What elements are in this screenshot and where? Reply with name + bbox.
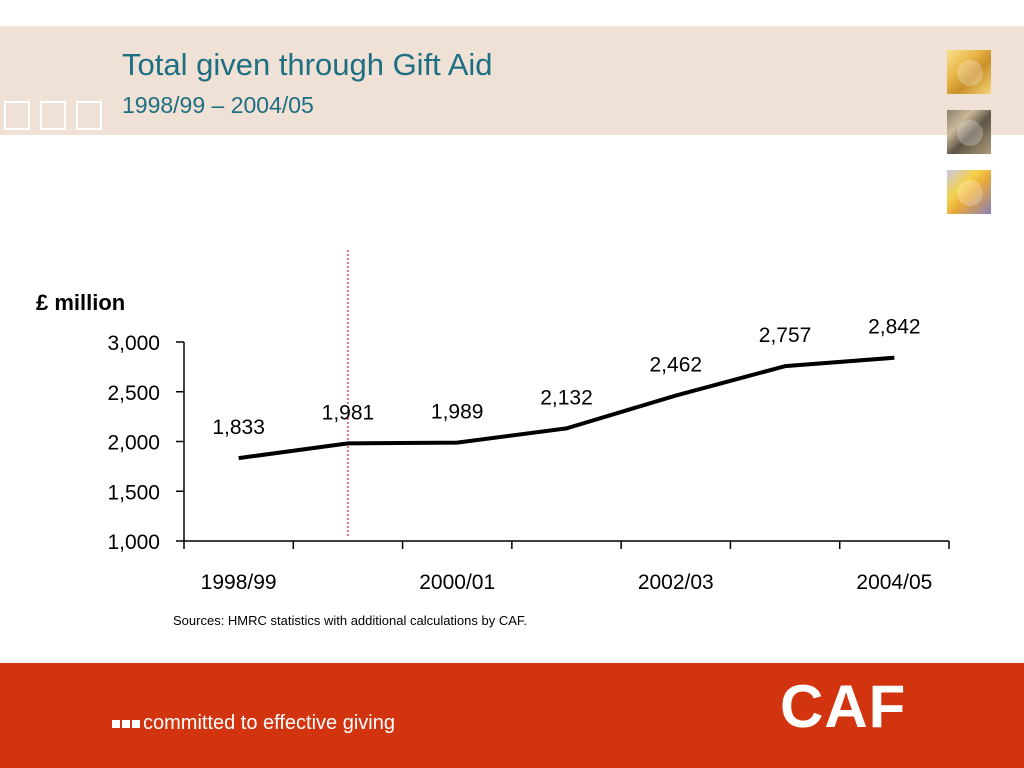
data-label: 2,757 xyxy=(759,324,812,347)
deco-square xyxy=(76,101,102,130)
source-note: Sources: HMRC statistics with additional… xyxy=(173,613,528,628)
photo-thumbnail-3 xyxy=(947,170,991,214)
header-band xyxy=(0,26,1024,135)
data-label: 1,981 xyxy=(322,401,375,424)
y-tick-label: 2,500 xyxy=(107,382,160,405)
x-tick-label: 1998/99 xyxy=(201,571,277,594)
data-label: 2,842 xyxy=(868,316,921,339)
x-tick-label: 2002/03 xyxy=(638,571,714,594)
line-chart: 1,000 1,500 2,000 2,500 3,000 1998/99 2000/01 2… xyxy=(107,250,950,594)
tagline: committed to effective giving xyxy=(112,712,395,735)
y-tick-label: 3,000 xyxy=(107,332,160,355)
caf-logo: CAF xyxy=(780,673,907,740)
y-tick-label: 2,000 xyxy=(107,432,160,455)
y-tick-label: 1,000 xyxy=(107,531,160,554)
data-label: 2,462 xyxy=(650,354,703,377)
tagline-text: committed to effective giving xyxy=(143,712,395,734)
tagline-squares xyxy=(112,719,140,728)
x-tick-label: 2000/01 xyxy=(419,571,495,594)
deco-square xyxy=(4,101,30,130)
photo-thumbnail-2 xyxy=(947,110,991,154)
y-axis-unit-label: £ million xyxy=(36,290,126,315)
data-label: 1,833 xyxy=(212,416,265,439)
data-label: 2,132 xyxy=(540,386,593,409)
x-tick-label: 2004/05 xyxy=(856,571,932,594)
deco-square xyxy=(40,101,66,130)
series-line xyxy=(238,355,895,461)
data-label: 1,989 xyxy=(431,401,484,424)
decorative-squares xyxy=(4,101,102,130)
photo-thumbnail-1 xyxy=(947,50,991,94)
chart-subtitle: 1998/99 – 2004/05 xyxy=(122,92,314,118)
y-tick-label: 1,500 xyxy=(107,481,160,504)
footer-band xyxy=(0,663,1024,768)
chart-title: Total given through Gift Aid xyxy=(122,47,493,82)
